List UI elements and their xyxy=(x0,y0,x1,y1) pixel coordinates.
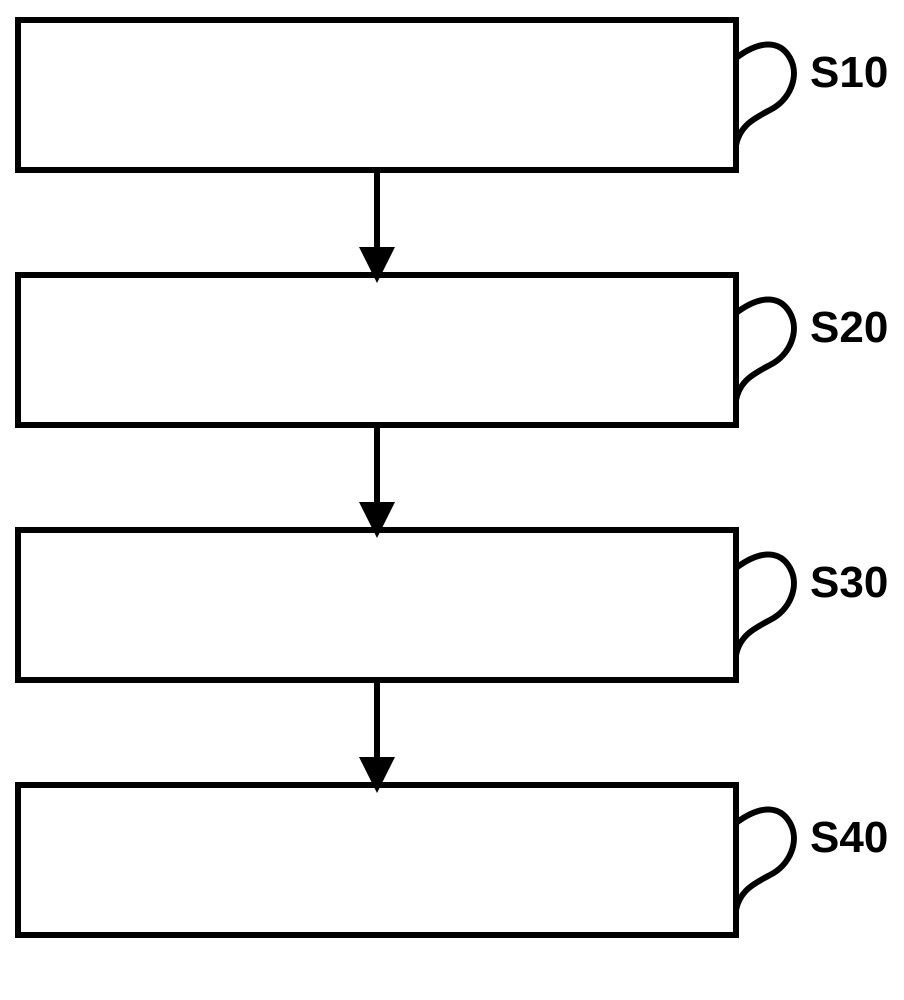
step-label-s10: S10 xyxy=(810,48,888,97)
flowchart-diagram: S10 S20 S30 S40 xyxy=(0,0,904,1000)
step-label-s30: S30 xyxy=(810,558,888,607)
step-label-s20: S20 xyxy=(810,303,888,352)
step-label-s40: S40 xyxy=(810,813,888,862)
